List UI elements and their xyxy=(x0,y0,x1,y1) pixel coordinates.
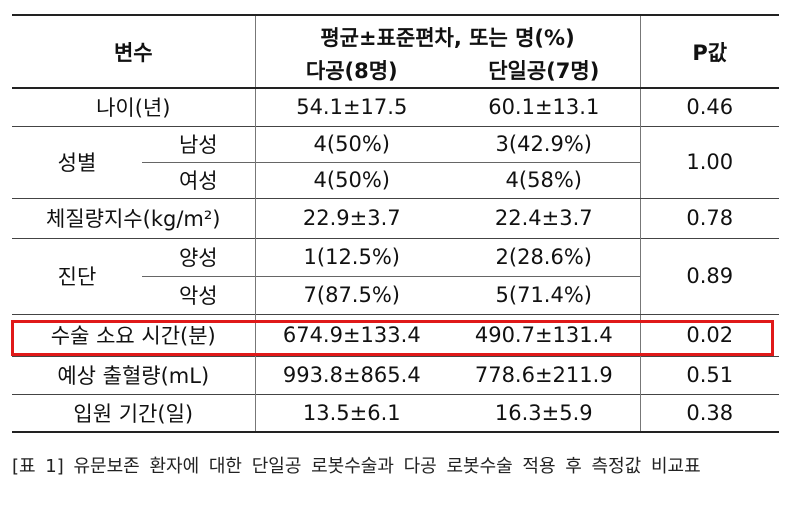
row-sublabel-female: 여성 xyxy=(142,162,256,198)
cell-single: 16.3±5.9 xyxy=(448,394,641,432)
cell-p: 0.78 xyxy=(686,206,734,230)
header-variable: 변수 xyxy=(12,15,256,89)
table-row: 수술 소요 시간(분) 674.9±133.4 490.7±131.4 0.02 xyxy=(12,314,780,356)
cell-single: 4(58%) xyxy=(448,162,641,198)
cell-multi: 7(87.5%) xyxy=(303,283,400,307)
cell-single: 778.6±211.9 xyxy=(448,356,641,394)
table-row: 예상 출혈량(mL) 993.8±865.4 778.6±211.9 0.51 xyxy=(12,356,780,394)
cell-p: 0.46 xyxy=(686,95,734,120)
cell-multi: 993.8±865.4 xyxy=(282,363,421,387)
header-p-value: P값 xyxy=(640,15,780,89)
row-label-stay: 입원 기간(일) xyxy=(12,394,256,432)
table-row: 나이(년) 54.1±17.5 60.1±13.1 0.46 xyxy=(12,88,780,126)
cell-multi: 674.9±133.4 xyxy=(282,323,421,347)
table-row: 입원 기간(일) 13.5±6.1 16.3±5.9 0.38 xyxy=(12,394,780,432)
cell-p: 0.89 xyxy=(640,238,780,315)
table-row: 악성 7(87.5%) 5(71.4%) xyxy=(12,276,780,314)
table-row: 여성 4(50%) 4(58%) xyxy=(12,162,780,198)
cell-p: 0.02 xyxy=(686,323,734,347)
cell-multi: 4(50%) xyxy=(313,132,390,156)
results-table-container: 변수 평균±표준편차, 또는 명(%) P값 다공(8명) 단일공(7명) 나이… xyxy=(12,14,780,433)
table-row: 진단 양성 1(12.5%) 2(28.6%) 0.89 xyxy=(12,238,780,315)
row-label-age: 나이(년) xyxy=(12,88,256,126)
cell-multi: 54.1±17.5 xyxy=(296,95,408,120)
cell-multi: 1(12.5%) xyxy=(303,245,400,269)
header-multi-port: 다공(8명) xyxy=(305,58,398,83)
row-label-sex: 성별 xyxy=(12,126,142,199)
cell-single: 5(71.4%) xyxy=(448,276,641,314)
cell-multi: 4(50%) xyxy=(313,168,390,192)
table-row: 성별 남성 4(50%) 3(42.9%) 1.00 xyxy=(12,126,780,199)
cell-multi: 22.9±3.7 xyxy=(302,206,401,230)
cell-single: 60.1±13.1 xyxy=(448,88,641,126)
cell-single: 2(28.6%) xyxy=(448,238,641,276)
cell-p: 0.51 xyxy=(686,363,734,387)
cell-p: 1.00 xyxy=(640,126,780,199)
row-sublabel-male: 남성 xyxy=(142,126,256,162)
table-caption: [표 1] 유문보존 환자에 대한 단일공 로봇수술과 다공 로봇수술 적용 후… xyxy=(12,456,701,477)
header-group: 평균±표준편차, 또는 명(%) xyxy=(255,15,641,52)
results-table: 변수 평균±표준편차, 또는 명(%) P값 다공(8명) 단일공(7명) 나이… xyxy=(12,14,780,433)
cell-single: 22.4±3.7 xyxy=(448,198,641,238)
row-label-op-time: 수술 소요 시간(분) xyxy=(12,314,256,356)
cell-single: 490.7±131.4 xyxy=(448,314,641,356)
row-label-blood-loss: 예상 출혈량(mL) xyxy=(12,356,256,394)
cell-single: 3(42.9%) xyxy=(448,126,641,162)
table-row: 체질량지수(kg/m²) 22.9±3.7 22.4±3.7 0.78 xyxy=(12,198,780,238)
row-sublabel-benign: 양성 xyxy=(142,238,256,276)
cell-p: 0.38 xyxy=(686,400,734,425)
row-sublabel-malignant: 악성 xyxy=(142,276,256,314)
cell-multi: 13.5±6.1 xyxy=(302,400,401,425)
header-single-port: 단일공(7명) xyxy=(448,52,641,88)
row-label-diagnosis: 진단 xyxy=(12,238,142,315)
row-label-bmi: 체질량지수(kg/m²) xyxy=(12,198,256,238)
